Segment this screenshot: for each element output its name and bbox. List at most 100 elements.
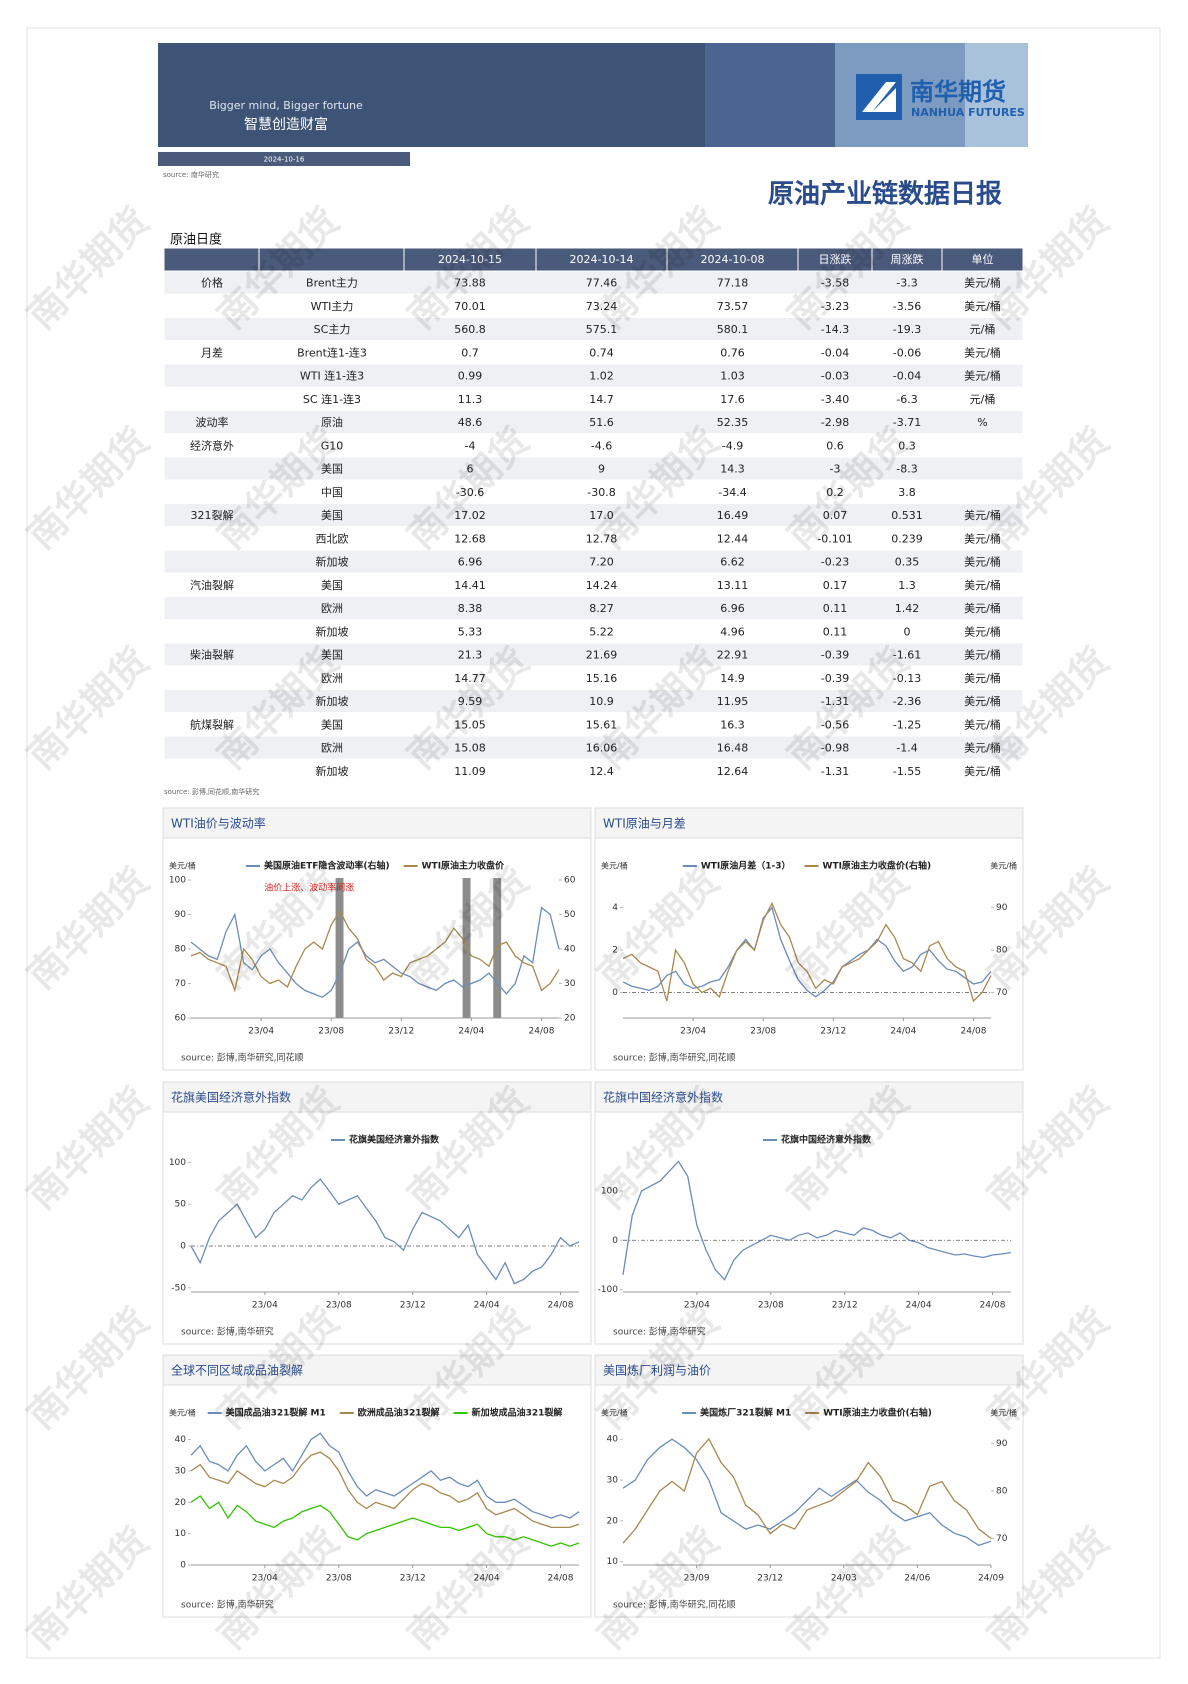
x-tick-label: 23/12 bbox=[388, 1027, 414, 1037]
table-cell: 欧洲 bbox=[321, 602, 343, 615]
table-cell: 16.3 bbox=[720, 718, 745, 731]
x-tick-label: 23/12 bbox=[832, 1301, 858, 1311]
series-line bbox=[622, 901, 992, 1003]
watermark: 南华期货 bbox=[19, 1079, 158, 1218]
y-tick-label: 10 bbox=[607, 1557, 619, 1567]
legend-label: WTI原油主力收盘价(右轴) bbox=[823, 860, 932, 872]
table-cell: 575.1 bbox=[586, 323, 618, 336]
table-cell: -0.04 bbox=[893, 370, 921, 383]
chart-source: source: 彭博,南华研究 bbox=[613, 1326, 706, 1338]
table-cell: 0 bbox=[904, 625, 911, 638]
x-tick-label: 23/08 bbox=[326, 1574, 352, 1584]
table-cell: 12.44 bbox=[717, 532, 749, 545]
chart-title: 美国炼厂利润与油价 bbox=[603, 1363, 711, 1378]
series-line bbox=[622, 1437, 992, 1544]
table-cell: 美国 bbox=[321, 649, 343, 662]
x-tick-label: 24/04 bbox=[474, 1301, 500, 1311]
banner bbox=[965, 43, 1028, 147]
table-cell: 70.01 bbox=[454, 300, 486, 313]
series-line bbox=[190, 906, 560, 999]
column-header: 2024-10-08 bbox=[701, 253, 765, 266]
logo bbox=[862, 82, 896, 112]
table-cell: 16.49 bbox=[717, 509, 749, 522]
legend-label: 美国原油ETF隐含波动率(右轴) bbox=[264, 860, 390, 872]
table-cell: 1.03 bbox=[720, 370, 745, 383]
chart-title: 花旗美国经济意外指数 bbox=[171, 1090, 291, 1105]
y2-tick-label: 70 bbox=[996, 1534, 1008, 1544]
x-tick-label: 24/03 bbox=[831, 1574, 857, 1584]
chart-source: source: 彭博,南华研究,同花顺 bbox=[613, 1599, 736, 1611]
table-cell: 10.9 bbox=[589, 695, 614, 708]
table-cell: 12.78 bbox=[586, 532, 618, 545]
series-line bbox=[622, 906, 992, 998]
table-cell: 欧洲 bbox=[321, 672, 343, 685]
brand-en: NANHUA FUTURES bbox=[911, 106, 1025, 119]
slogan-en: Bigger mind, Bigger fortune bbox=[209, 99, 363, 112]
x-tick-label: 23/08 bbox=[318, 1027, 344, 1037]
watermark: 南华期货 bbox=[19, 859, 158, 998]
table-row bbox=[163, 758, 1024, 783]
y-axis-label: 美元/桶 bbox=[601, 861, 628, 871]
x-tick-label: 23/08 bbox=[326, 1301, 352, 1311]
table-cell: G10 bbox=[321, 439, 344, 452]
table-cell: -3.40 bbox=[821, 393, 849, 406]
table-cell: 8.27 bbox=[589, 602, 614, 615]
chart-title: WTI原油与月差 bbox=[603, 817, 686, 831]
source: source: 南华研究 bbox=[163, 170, 219, 179]
x-tick-label: 23/12 bbox=[820, 1027, 846, 1037]
table-cell: -3.23 bbox=[821, 300, 849, 313]
table-cell: 14.24 bbox=[586, 579, 618, 592]
y-tick-label: 100 bbox=[601, 1186, 618, 1196]
x-tick-label: 23/04 bbox=[680, 1027, 706, 1037]
legend-label: WTI原油主力收盘价(右轴) bbox=[823, 1407, 932, 1419]
table-cell: -2.98 bbox=[821, 416, 849, 429]
table-cell: SC主力 bbox=[314, 323, 351, 336]
table-cell: -0.23 bbox=[821, 556, 849, 569]
table-cell: -1.25 bbox=[893, 718, 921, 731]
table-cell: 7.20 bbox=[589, 556, 614, 569]
table-cell: -0.03 bbox=[821, 370, 849, 383]
table-cell: 新加坡 bbox=[316, 694, 349, 708]
legend-label: 美国成品油321裂解 M1 bbox=[226, 1407, 326, 1419]
y-tick-label: 20 bbox=[175, 1498, 187, 1508]
legend-label: 美国炼厂321裂解 M1 bbox=[700, 1407, 791, 1419]
y2-tick-label: 90 bbox=[996, 1439, 1008, 1449]
y-tick-label: -50 bbox=[171, 1283, 186, 1293]
table-cell: 6.96 bbox=[720, 602, 745, 615]
table-cell: 0.2 bbox=[826, 486, 844, 499]
y-axis-label: 美元/桶 bbox=[169, 1408, 196, 1418]
table-cell: 580.1 bbox=[717, 323, 749, 336]
y-tick-label: 4 bbox=[612, 903, 618, 913]
table-cell: -0.39 bbox=[821, 672, 849, 685]
y-tick-label: -100 bbox=[598, 1285, 619, 1295]
watermark: 南华期货 bbox=[19, 639, 158, 778]
brand-cn: 南华期货 bbox=[910, 78, 1006, 106]
y2-tick-label: 50 bbox=[564, 910, 576, 920]
table-cell: 4.96 bbox=[720, 625, 745, 638]
table-cell: 6 bbox=[467, 463, 474, 476]
chart-panel bbox=[594, 807, 1024, 1071]
table-cell: 美元/桶 bbox=[964, 578, 1001, 592]
x-tick-label: 23/09 bbox=[684, 1574, 710, 1584]
table-cell: 美元/桶 bbox=[964, 741, 1001, 755]
table-cell: 原油 bbox=[321, 415, 343, 429]
table-cell: 15.61 bbox=[586, 718, 618, 731]
table-cell: -3.3 bbox=[896, 277, 917, 290]
table-cell: 美国 bbox=[321, 509, 343, 522]
table-cell: 22.91 bbox=[717, 649, 749, 662]
chart-title-bar bbox=[162, 807, 592, 839]
table-cell: 美元/桶 bbox=[964, 601, 1001, 615]
table-cell: 美元/桶 bbox=[964, 276, 1001, 290]
x-tick-label: 24/08 bbox=[529, 1027, 555, 1037]
y-tick-label: 2 bbox=[612, 946, 618, 956]
series-line bbox=[190, 1495, 580, 1547]
chart-title-bar bbox=[162, 1354, 592, 1386]
y2-tick-label: 90 bbox=[996, 903, 1008, 913]
table-cell: -3.56 bbox=[893, 300, 921, 313]
table-cell: -1.55 bbox=[893, 765, 921, 778]
date-bar bbox=[158, 152, 410, 166]
table-cell: 0.11 bbox=[823, 625, 848, 638]
table-cell: 元/桶 bbox=[970, 392, 996, 406]
